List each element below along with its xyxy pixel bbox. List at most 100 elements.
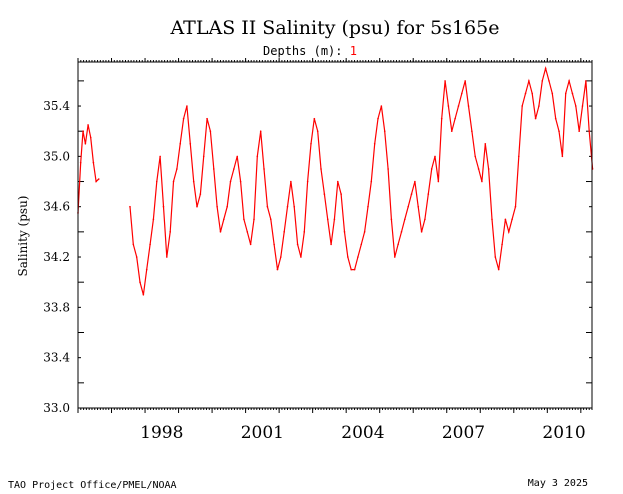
salinity-point	[454, 117, 456, 120]
salinity-point	[491, 218, 493, 221]
x-tick-label: 2007	[442, 423, 485, 443]
salinity-point	[84, 142, 87, 145]
y-tick-label: 34.6	[43, 200, 70, 214]
salinity-point	[233, 168, 235, 170]
y-tick-label: 33.0	[43, 401, 70, 415]
axis-ticks	[77, 58, 593, 413]
y-axis-label: Salinity (psu)	[16, 196, 30, 277]
salinity-point	[585, 80, 587, 82]
x-tick-label: 1998	[140, 423, 183, 443]
salinity-point	[259, 130, 262, 132]
salinity-point	[169, 231, 171, 233]
salinity-point	[202, 155, 205, 158]
salinity-point	[511, 218, 513, 221]
depths-value: 1	[350, 44, 357, 58]
salinity-point	[501, 243, 503, 246]
salinity-point	[97, 178, 100, 180]
salinity-point	[367, 205, 369, 208]
salinity-point	[162, 205, 165, 208]
salinity-point	[474, 155, 477, 158]
salinity-point	[179, 142, 182, 145]
salinity-point	[155, 180, 158, 183]
salinity-point	[212, 168, 215, 170]
salinity-point	[159, 155, 161, 158]
salinity-point	[397, 243, 399, 246]
salinity-point	[142, 293, 145, 296]
salinity-point	[263, 168, 265, 170]
salinity-point	[87, 124, 89, 126]
salinity-point	[249, 243, 252, 246]
salinity-point	[219, 231, 222, 233]
salinity-point	[182, 117, 185, 120]
salinity-point	[357, 256, 359, 258]
salinity-point	[551, 92, 554, 95]
salinity-point	[243, 218, 245, 221]
salinity-point	[564, 92, 567, 95]
y-tick-label: 33.4	[43, 351, 70, 365]
salinity-point	[373, 142, 376, 145]
salinity-point	[320, 168, 322, 170]
salinity-point	[440, 117, 443, 120]
salinity-point	[444, 80, 446, 82]
y-tick-label: 33.8	[43, 300, 70, 314]
salinity-point	[574, 105, 577, 107]
salinity-point	[528, 80, 530, 82]
salinity-point	[414, 180, 416, 183]
salinity-point	[578, 130, 580, 132]
salinity-point	[206, 117, 208, 120]
salinity-point	[79, 161, 82, 164]
salinity-point	[310, 142, 312, 145]
salinity-point	[192, 180, 195, 183]
salinity-point	[471, 130, 473, 132]
footer-date: May 3 2025	[528, 478, 588, 489]
x-tick-label: 2010	[542, 423, 585, 443]
salinity-point	[347, 256, 349, 258]
y-tick-label: 35.4	[43, 99, 70, 113]
y-tick-labels: 33.0 33.4 33.8 34.2 34.6 35.0 35.4	[43, 99, 70, 415]
salinity-point	[196, 205, 198, 208]
salinity-point	[246, 231, 249, 233]
salinity-point	[544, 67, 547, 70]
salinity-point	[464, 80, 466, 82]
salinity-point	[484, 142, 487, 145]
salinity-point	[561, 155, 564, 158]
salinity-point	[276, 268, 279, 271]
salinity-point	[427, 193, 430, 195]
y-tick-label: 34.2	[43, 250, 70, 264]
salinity-point	[548, 80, 550, 82]
salinity-point	[89, 136, 92, 139]
salinity-point	[253, 218, 255, 221]
salinity-point	[571, 92, 574, 95]
y-tick-label: 35.0	[43, 149, 70, 163]
salinity-point	[504, 218, 507, 221]
salinity-point	[336, 180, 339, 183]
chart-title: ATLAS II Salinity (psu) for 5s165e	[170, 17, 500, 39]
salinity-point	[223, 218, 225, 221]
salinity-point	[363, 231, 366, 233]
salinity-point	[135, 256, 138, 258]
salinity-point	[420, 231, 423, 233]
salinity-point	[330, 243, 332, 246]
salinity-point	[588, 130, 591, 132]
salinity-point	[229, 180, 232, 183]
salinity-point	[534, 117, 537, 120]
salinity-point	[518, 155, 520, 158]
salinity-point	[538, 105, 540, 107]
salinity-point	[434, 155, 436, 158]
salinity-point	[290, 180, 292, 183]
salinity-point	[521, 105, 523, 107]
salinity-point	[95, 180, 97, 183]
salinity-point	[558, 130, 560, 132]
salinity-point	[132, 243, 135, 246]
salinity-point	[186, 105, 188, 107]
salinity-point	[541, 80, 544, 82]
salinity-point	[296, 243, 299, 246]
salinity-point	[380, 105, 383, 107]
salinity-point	[92, 161, 95, 164]
salinity-point	[129, 205, 131, 208]
salinity-point	[176, 168, 178, 170]
salinity-point	[300, 256, 302, 258]
salinity-point	[313, 117, 316, 120]
salinity-point	[350, 268, 353, 271]
